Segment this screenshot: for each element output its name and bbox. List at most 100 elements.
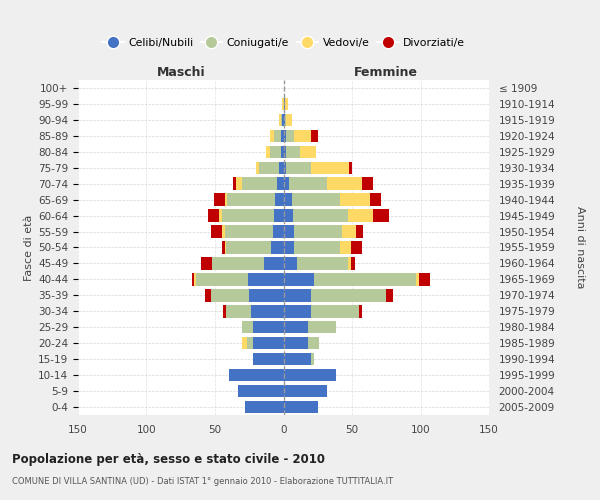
Bar xyxy=(295,242,340,254)
Bar xyxy=(284,162,286,174)
Bar xyxy=(247,337,253,349)
Bar xyxy=(211,289,249,302)
Bar xyxy=(275,194,284,206)
Bar xyxy=(284,385,328,398)
Bar xyxy=(284,289,311,302)
Bar xyxy=(349,162,352,174)
Bar xyxy=(253,321,284,334)
Bar xyxy=(340,242,350,254)
Bar xyxy=(281,114,282,126)
Bar xyxy=(242,321,253,334)
Bar xyxy=(242,337,247,349)
Bar xyxy=(416,273,419,285)
Bar xyxy=(284,194,292,206)
Bar xyxy=(251,305,284,318)
Bar xyxy=(328,178,362,190)
Bar xyxy=(212,257,265,270)
Bar xyxy=(311,305,359,318)
Bar xyxy=(238,385,284,398)
Bar xyxy=(274,130,281,142)
Bar xyxy=(253,353,284,366)
Bar xyxy=(224,242,226,254)
Bar xyxy=(386,289,393,302)
Bar xyxy=(202,257,212,270)
Bar xyxy=(285,98,287,110)
Bar xyxy=(224,226,272,238)
Bar xyxy=(308,321,335,334)
Bar xyxy=(270,130,274,142)
Bar xyxy=(227,194,275,206)
Bar xyxy=(236,178,242,190)
Bar xyxy=(219,210,222,222)
Bar xyxy=(284,257,297,270)
Bar xyxy=(373,210,389,222)
Bar xyxy=(222,242,224,254)
Bar xyxy=(286,162,311,174)
Bar xyxy=(314,273,416,285)
Bar xyxy=(256,162,259,174)
Bar xyxy=(280,114,281,126)
Bar xyxy=(284,321,308,334)
Bar xyxy=(274,210,284,222)
Bar xyxy=(277,178,284,190)
Bar xyxy=(272,226,284,238)
Bar xyxy=(282,98,284,110)
Bar xyxy=(284,369,335,382)
Bar xyxy=(284,210,293,222)
Bar xyxy=(226,305,251,318)
Bar xyxy=(348,257,350,270)
Bar xyxy=(289,178,328,190)
Bar xyxy=(248,273,284,285)
Bar xyxy=(208,210,219,222)
Bar xyxy=(245,401,284,413)
Bar xyxy=(285,114,286,126)
Bar xyxy=(295,130,311,142)
Bar xyxy=(295,226,343,238)
Bar xyxy=(284,98,285,110)
Bar xyxy=(311,130,318,142)
Bar xyxy=(222,226,224,238)
Text: Maschi: Maschi xyxy=(157,66,205,79)
Bar xyxy=(350,242,362,254)
Bar xyxy=(340,194,370,206)
Bar xyxy=(266,146,270,158)
Bar xyxy=(281,146,284,158)
Bar xyxy=(265,257,284,270)
Bar xyxy=(284,401,318,413)
Bar xyxy=(311,353,314,366)
Bar xyxy=(293,210,348,222)
Bar xyxy=(259,162,280,174)
Bar xyxy=(284,178,289,190)
Bar xyxy=(223,305,226,318)
Bar xyxy=(350,257,355,270)
Bar xyxy=(242,178,277,190)
Bar xyxy=(284,130,286,142)
Bar xyxy=(224,194,227,206)
Text: Popolazione per età, sesso e stato civile - 2010: Popolazione per età, sesso e stato civil… xyxy=(12,452,325,466)
Bar xyxy=(271,242,284,254)
Bar xyxy=(222,210,274,222)
Bar xyxy=(286,146,300,158)
Bar xyxy=(348,210,373,222)
Bar xyxy=(280,162,284,174)
Bar xyxy=(300,146,316,158)
Bar xyxy=(284,353,311,366)
Bar xyxy=(311,289,386,302)
Bar xyxy=(308,337,319,349)
Bar xyxy=(233,178,236,190)
Bar xyxy=(343,226,356,238)
Bar xyxy=(284,226,295,238)
Bar xyxy=(286,130,295,142)
Bar xyxy=(192,273,194,285)
Bar xyxy=(270,146,281,158)
Bar xyxy=(284,114,285,126)
Bar xyxy=(226,242,271,254)
Bar xyxy=(284,146,286,158)
Bar xyxy=(253,337,284,349)
Bar xyxy=(284,337,308,349)
Bar xyxy=(359,305,362,318)
Y-axis label: Fasce di età: Fasce di età xyxy=(24,214,34,280)
Bar xyxy=(297,257,348,270)
Bar xyxy=(194,273,196,285)
Bar xyxy=(292,194,340,206)
